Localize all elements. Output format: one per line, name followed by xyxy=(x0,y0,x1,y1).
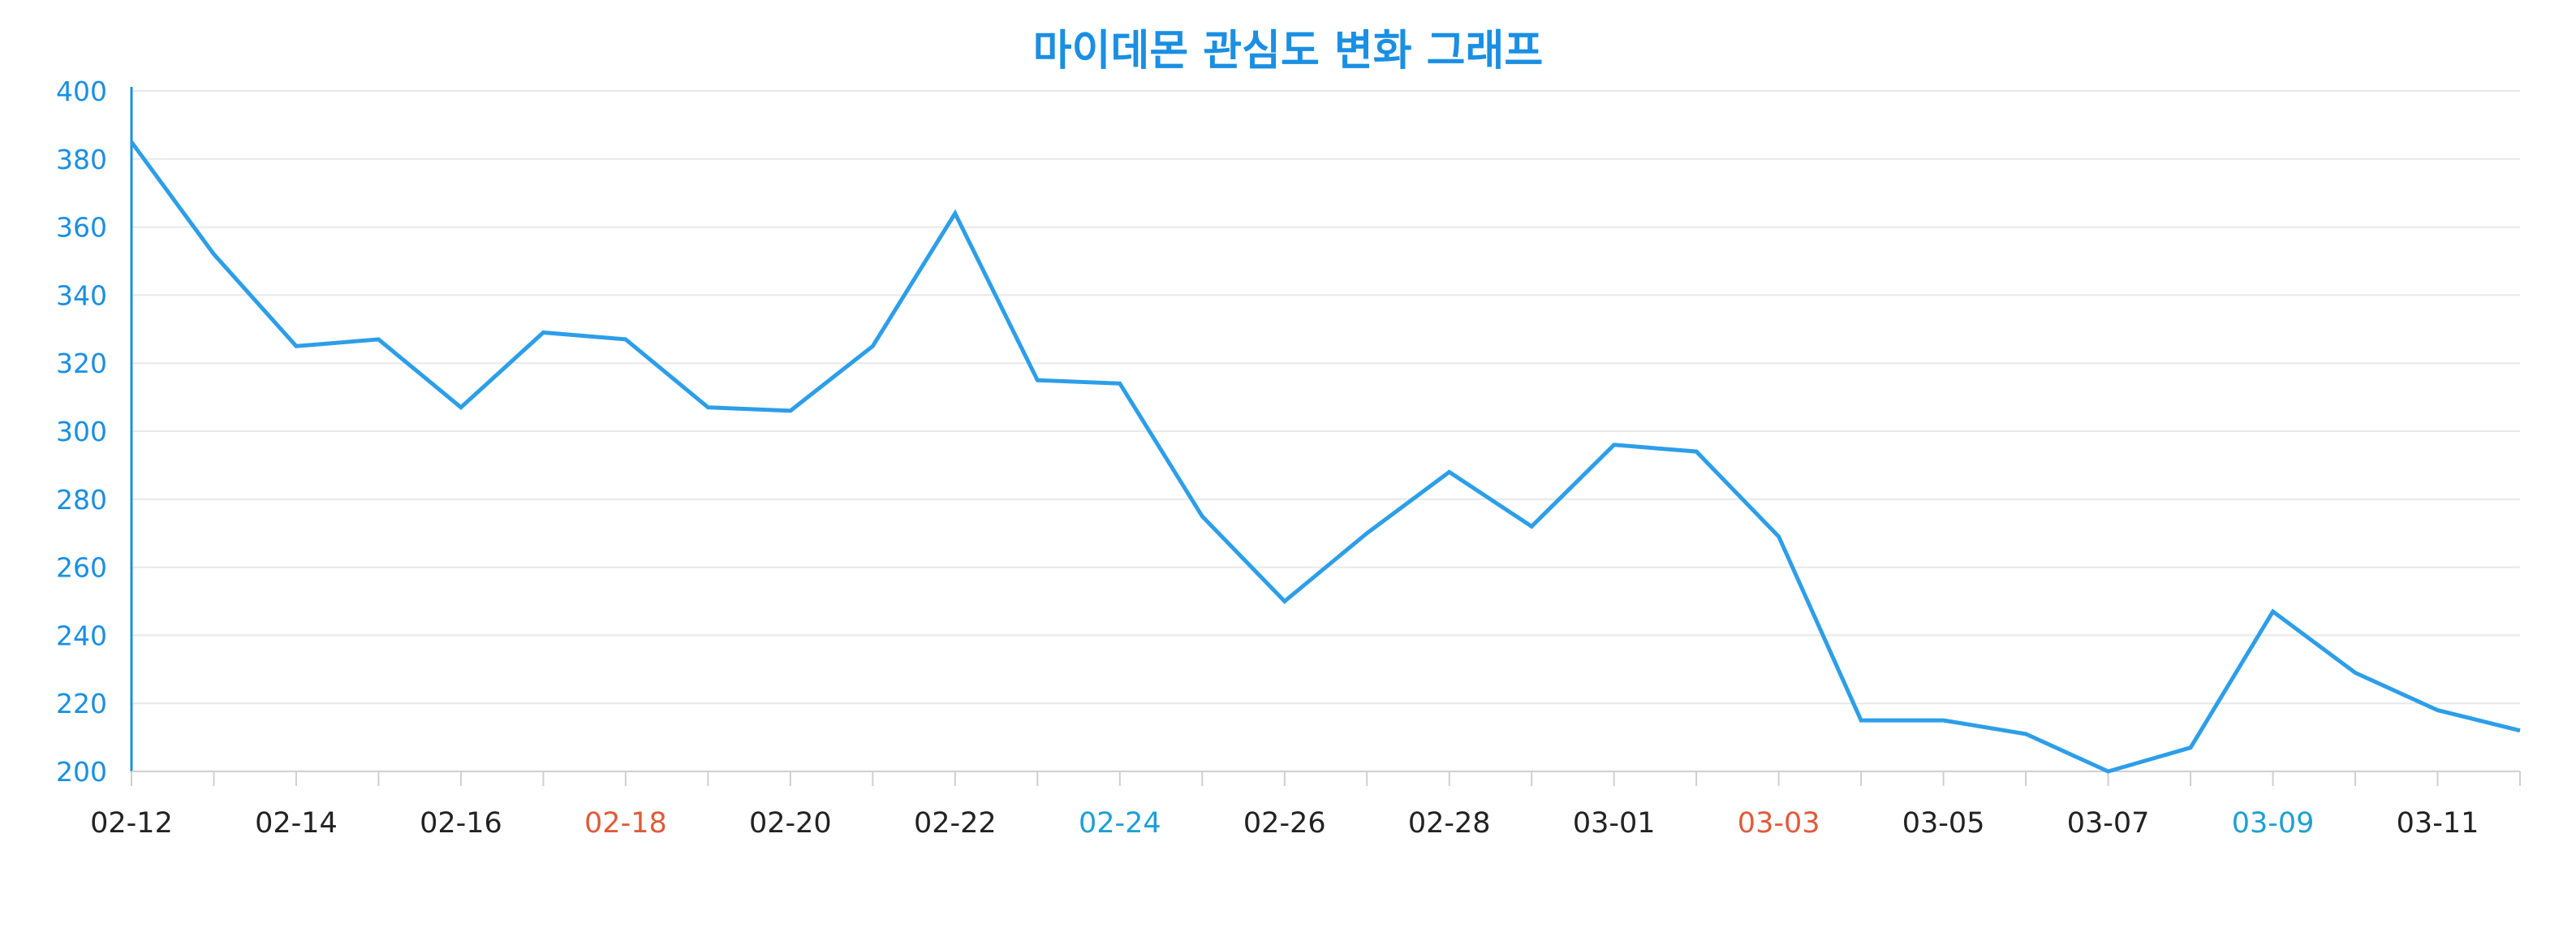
x-tick-label: 02-20 xyxy=(749,807,832,840)
y-tick-label: 260 xyxy=(56,552,107,584)
y-tick-label: 380 xyxy=(56,144,107,175)
x-tick-label: 03-09 xyxy=(2232,807,2315,840)
x-tick-label: 02-18 xyxy=(584,807,667,840)
x-tick-label: 02-28 xyxy=(1408,807,1491,840)
series-line xyxy=(129,140,2521,774)
y-tick-label: 360 xyxy=(56,212,107,244)
y-tick-label: 200 xyxy=(56,756,107,788)
x-tick-label: 03-03 xyxy=(1738,807,1820,840)
x-tick-label: 03-05 xyxy=(1902,807,1985,840)
y-tick-label: 320 xyxy=(56,348,107,379)
x-tick-label: 02-12 xyxy=(90,807,173,840)
x-tick-label: 02-24 xyxy=(1079,807,1161,840)
y-axis-ticks: 200 220 240 260 280 300 320 340 360 380 400 xyxy=(56,76,107,788)
y-tick-label: 300 xyxy=(56,416,107,447)
x-tick-label: 03-07 xyxy=(2067,807,2150,840)
x-axis-ticks: 02-12 02-14 02-16 02-18 02-20 02-22 02-24 02-26… xyxy=(90,771,2521,840)
x-tick-label: 02-26 xyxy=(1243,807,1326,840)
x-tick-label: 02-14 xyxy=(255,807,338,840)
grid-lines xyxy=(131,90,2520,705)
y-tick-label: 280 xyxy=(56,484,107,516)
y-tick-label: 220 xyxy=(56,688,107,719)
y-tick-label: 400 xyxy=(56,76,107,107)
chart-title: 마이데몬 관심도 변화 그래프 xyxy=(1033,27,1543,76)
x-tick-label: 03-11 xyxy=(2397,807,2479,840)
y-tick-label: 340 xyxy=(56,279,107,311)
x-tick-label: 03-01 xyxy=(1573,807,1656,840)
y-tick-label: 240 xyxy=(56,620,107,651)
x-tick-label: 02-22 xyxy=(914,807,997,840)
x-tick-label: 02-16 xyxy=(420,807,502,840)
